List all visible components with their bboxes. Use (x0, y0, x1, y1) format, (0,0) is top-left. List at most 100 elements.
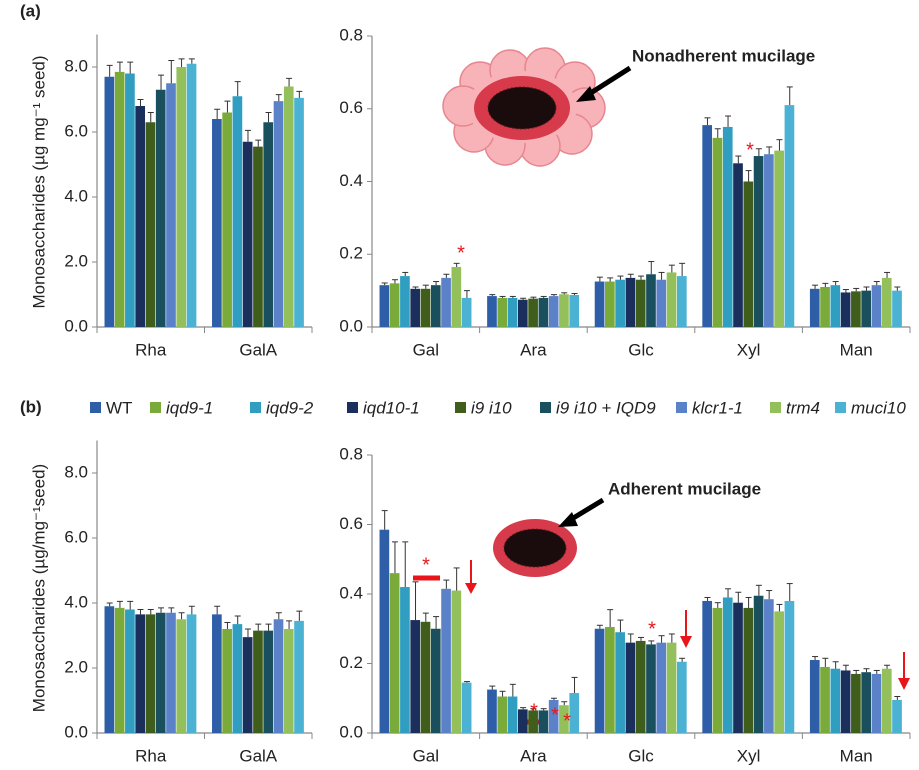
error-bar (843, 665, 849, 670)
error-bar (648, 641, 654, 644)
error-bar (107, 603, 113, 606)
error-bar (679, 658, 685, 661)
bar (882, 669, 892, 733)
error-bar (245, 130, 251, 141)
bar (892, 700, 902, 733)
bar (518, 300, 528, 327)
bar (243, 637, 253, 733)
error-bar (168, 608, 174, 613)
legend-label: trm4 (786, 398, 820, 417)
bar (462, 298, 472, 327)
bar (785, 105, 795, 327)
bar (626, 278, 636, 327)
bar (851, 291, 861, 327)
bar (284, 87, 294, 328)
bar (212, 119, 222, 327)
legend-label: iqd10-1 (363, 398, 420, 417)
bar (243, 142, 253, 327)
error-bar (413, 287, 419, 289)
legend-label: klcr1-1 (692, 398, 743, 417)
y-tick-label: 4.0 (64, 592, 88, 611)
bar (487, 296, 497, 327)
error-bar (137, 100, 143, 107)
bar (615, 632, 625, 733)
error-bar (510, 296, 516, 297)
bar (882, 278, 892, 327)
bar (528, 299, 538, 327)
annotation: Nonadherent mucilage (632, 46, 815, 65)
x-tick-label: Man (840, 340, 873, 359)
bar (400, 587, 410, 733)
error-bar (489, 295, 495, 296)
bar (539, 298, 549, 327)
bar (125, 610, 135, 734)
bar (263, 631, 273, 733)
error-bar (863, 287, 869, 291)
error-bar (756, 585, 762, 595)
error-bar (500, 296, 506, 297)
bar (656, 643, 666, 733)
y-axis-label: Monosaccharides (µg/mg⁻¹seed) (29, 464, 48, 712)
bar (677, 662, 687, 733)
bar (115, 608, 125, 733)
bar (656, 280, 666, 327)
legend-label: WT (106, 398, 132, 417)
y-tick-label: 6.0 (64, 121, 88, 140)
error-bar (500, 691, 506, 696)
error-bar (822, 658, 828, 667)
bar (441, 278, 451, 327)
error-bar (669, 265, 675, 272)
bar (667, 272, 677, 327)
bar (284, 629, 294, 733)
error-bar (214, 109, 220, 119)
bar (569, 295, 579, 327)
bar (294, 621, 304, 733)
significance-star: * (746, 139, 754, 161)
error-bar (107, 65, 113, 76)
bar (733, 163, 743, 327)
error-bar (224, 101, 230, 112)
bar (861, 672, 871, 733)
error-bar (812, 285, 818, 289)
error-bar (530, 297, 536, 298)
bar (702, 125, 712, 327)
bar (441, 589, 451, 733)
bar (713, 608, 723, 733)
bar (636, 641, 646, 733)
error-bar (158, 608, 164, 613)
error-bar (787, 87, 793, 105)
error-bar (541, 296, 547, 297)
legend-swatch (770, 402, 781, 413)
bar (774, 611, 784, 733)
y-tick-label: 0.0 (64, 722, 88, 741)
panel-label: (a) (20, 1, 41, 20)
bar (518, 709, 528, 733)
error-bar (894, 697, 900, 700)
error-bar (551, 698, 557, 700)
bar (754, 156, 764, 327)
error-bar (894, 287, 900, 291)
x-tick-label: Ara (520, 746, 547, 765)
error-bar (214, 606, 220, 614)
bar (410, 289, 420, 327)
error-bar (833, 282, 839, 286)
x-tick-label: Xyl (737, 746, 761, 765)
error-bar (224, 623, 230, 630)
error-bar (245, 629, 251, 637)
bar (105, 606, 115, 733)
error-bar (617, 276, 623, 280)
error-bar (572, 677, 578, 693)
error-bar (382, 283, 388, 285)
bar (212, 614, 222, 733)
error-bar (715, 603, 721, 608)
y-tick-label: 0.4 (339, 583, 363, 602)
bar (810, 289, 820, 327)
bar (539, 710, 549, 733)
error-bar (561, 702, 567, 705)
bar (390, 283, 400, 327)
error-bar (735, 592, 741, 602)
bar (713, 138, 723, 327)
x-tick-label: Xyl (737, 340, 761, 359)
bar (549, 296, 559, 327)
bar (820, 287, 830, 327)
